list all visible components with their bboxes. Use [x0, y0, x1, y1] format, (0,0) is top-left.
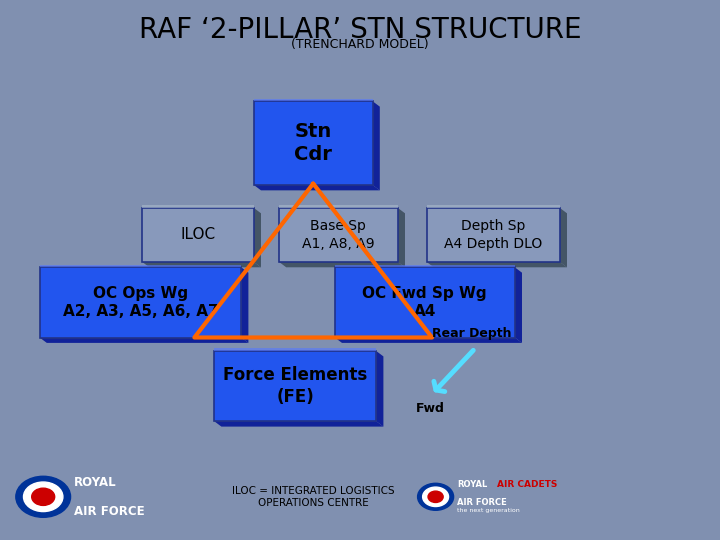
- Text: AIR FORCE: AIR FORCE: [457, 498, 507, 507]
- FancyBboxPatch shape: [40, 267, 241, 338]
- Polygon shape: [373, 102, 380, 191]
- Text: Base Sp
A1, A8, A9: Base Sp A1, A8, A9: [302, 219, 374, 251]
- Text: ROYAL: ROYAL: [74, 476, 117, 489]
- Polygon shape: [253, 98, 373, 102]
- Text: AIR CADETS: AIR CADETS: [497, 480, 557, 489]
- Circle shape: [418, 483, 454, 510]
- Circle shape: [423, 487, 449, 507]
- Polygon shape: [560, 208, 567, 267]
- Text: OC Ops Wg
A2, A3, A5, A6, A7: OC Ops Wg A2, A3, A5, A6, A7: [63, 286, 218, 319]
- FancyBboxPatch shape: [426, 208, 560, 262]
- Polygon shape: [215, 348, 376, 351]
- Text: (TRENCHARD MODEL): (TRENCHARD MODEL): [291, 38, 429, 51]
- Polygon shape: [40, 265, 241, 267]
- Text: AIR FORCE: AIR FORCE: [74, 505, 145, 518]
- FancyBboxPatch shape: [253, 102, 373, 185]
- Polygon shape: [376, 351, 383, 427]
- Text: Fwd: Fwd: [416, 402, 445, 415]
- Text: RAF ‘2-PILLAR’ STN STRUCTURE: RAF ‘2-PILLAR’ STN STRUCTURE: [139, 16, 581, 44]
- Polygon shape: [515, 267, 522, 343]
- Polygon shape: [397, 208, 405, 267]
- FancyBboxPatch shape: [335, 267, 515, 338]
- Circle shape: [16, 476, 71, 517]
- Text: Depth Sp
A4 Depth DLO: Depth Sp A4 Depth DLO: [444, 219, 542, 251]
- Polygon shape: [40, 338, 248, 343]
- Text: Stn
Cdr: Stn Cdr: [294, 122, 332, 164]
- Polygon shape: [241, 267, 248, 343]
- FancyBboxPatch shape: [143, 208, 254, 262]
- Polygon shape: [335, 265, 515, 267]
- FancyBboxPatch shape: [279, 208, 397, 262]
- Polygon shape: [335, 338, 522, 343]
- Polygon shape: [279, 205, 397, 208]
- Polygon shape: [254, 208, 261, 267]
- Text: ROYAL: ROYAL: [457, 480, 487, 489]
- Polygon shape: [215, 421, 383, 427]
- Polygon shape: [426, 205, 560, 208]
- Text: the next generation: the next generation: [457, 508, 520, 512]
- Text: Rear Depth: Rear Depth: [432, 327, 511, 340]
- Text: Force Elements
(FE): Force Elements (FE): [223, 366, 367, 406]
- Circle shape: [32, 488, 55, 505]
- Text: ILOC: ILOC: [181, 227, 215, 242]
- Circle shape: [24, 482, 63, 511]
- Text: ILOC = INTEGRATED LOGISTICS
OPERATIONS CENTRE: ILOC = INTEGRATED LOGISTICS OPERATIONS C…: [232, 486, 395, 508]
- Polygon shape: [253, 185, 380, 191]
- FancyBboxPatch shape: [215, 351, 376, 421]
- Polygon shape: [143, 205, 254, 208]
- Polygon shape: [143, 262, 261, 267]
- Text: OC Fwd Sp Wg
A4: OC Fwd Sp Wg A4: [362, 286, 487, 319]
- Polygon shape: [426, 262, 567, 267]
- Circle shape: [428, 491, 443, 502]
- Polygon shape: [279, 262, 405, 267]
